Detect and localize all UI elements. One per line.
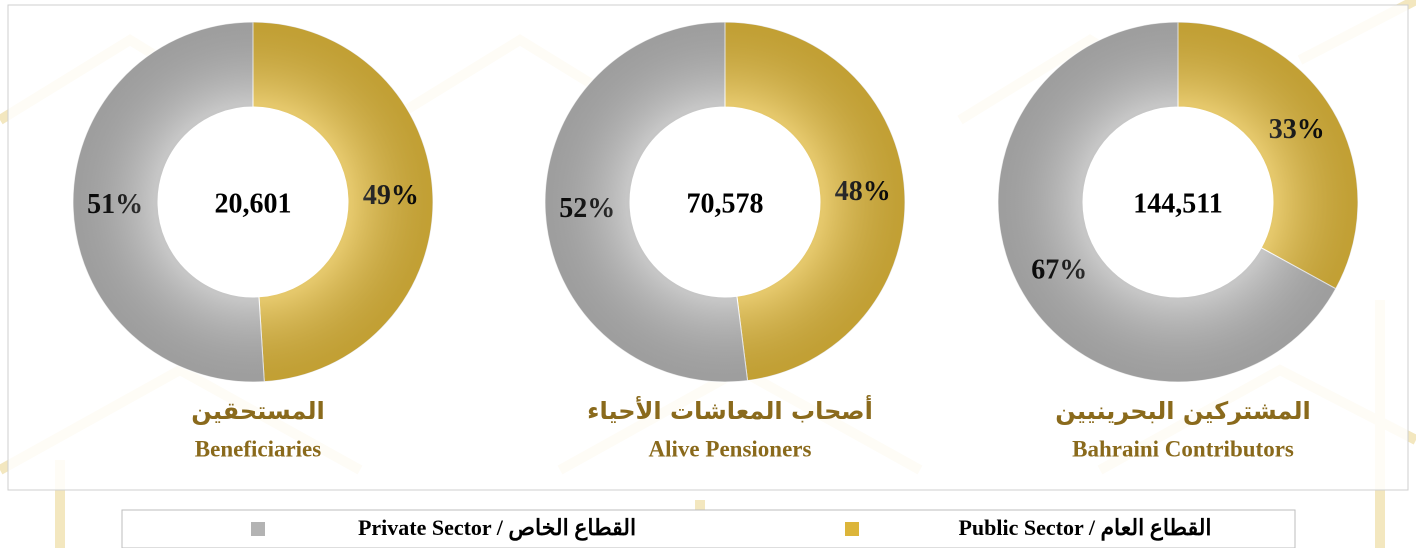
donut-hole	[158, 107, 348, 297]
title-arabic: المشتركين البحرينيين	[1055, 397, 1310, 425]
title-english: Alive Pensioners	[649, 436, 812, 461]
segment-label: 52%	[559, 193, 615, 224]
legend-label: Private Sector / القطاع الخاص	[358, 515, 636, 541]
title-english: Bahraini Contributors	[1072, 436, 1294, 461]
center-total: 144,511	[1133, 188, 1222, 219]
legend-label: Public Sector / القطاع العام	[958, 515, 1211, 541]
title-arabic: أصحاب المعاشات الأحياء	[587, 395, 873, 425]
segment-label: 67%	[1031, 255, 1087, 286]
segment-label: 49%	[363, 180, 419, 211]
segment-label: 33%	[1269, 114, 1325, 145]
legend-box	[121, 509, 1296, 548]
title-english: Beneficiaries	[195, 436, 322, 461]
legend-swatch	[251, 522, 265, 536]
segment-label: 48%	[835, 176, 891, 207]
title-arabic: المستحقين	[191, 397, 325, 425]
segment-label: 51%	[87, 189, 143, 220]
donut-hole	[1083, 107, 1273, 297]
legend-swatch	[845, 522, 859, 536]
center-total: 70,578	[687, 188, 764, 219]
donut-hole	[630, 107, 820, 297]
center-total: 20,601	[215, 188, 292, 219]
